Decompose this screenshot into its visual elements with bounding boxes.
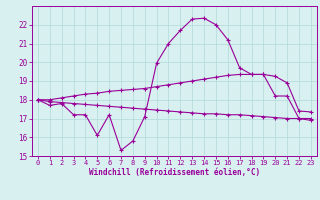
X-axis label: Windchill (Refroidissement éolien,°C): Windchill (Refroidissement éolien,°C) <box>89 168 260 177</box>
